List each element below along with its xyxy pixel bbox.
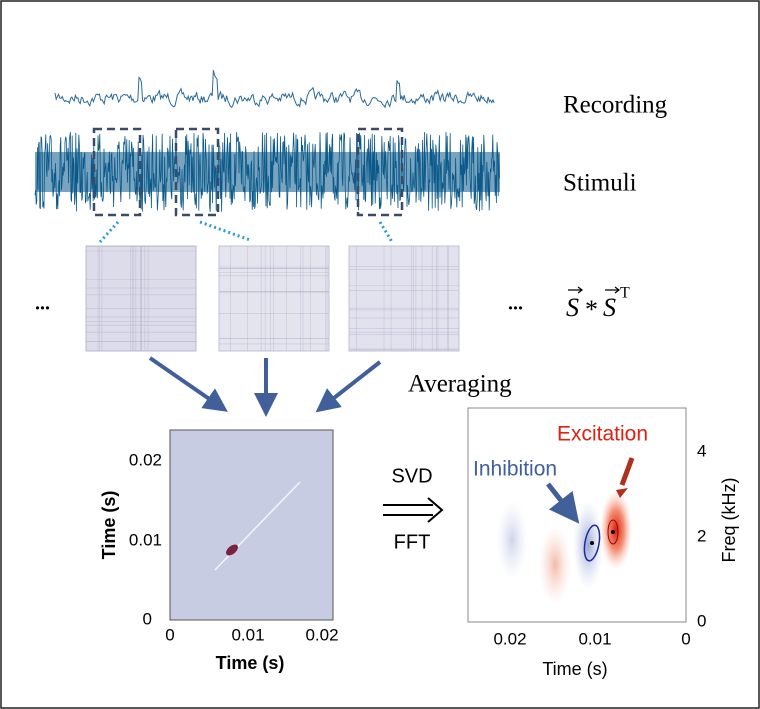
contour (583, 524, 601, 562)
label: Recording (563, 92, 668, 119)
y-axis-label: Time (s) (99, 491, 119, 560)
arrow (315, 360, 382, 413)
blob (496, 500, 528, 580)
y-tick-label: 0 (143, 609, 152, 628)
blob (600, 490, 632, 570)
arrows (148, 356, 382, 417)
formula-right: S (603, 293, 616, 322)
ellipsis: ... (508, 293, 523, 315)
double-arrow (383, 497, 444, 523)
formula: S * S T (566, 285, 630, 324)
formula-left: S (566, 293, 579, 322)
connector (199, 220, 251, 242)
y-tick-label: 0.02 (129, 450, 162, 469)
connector (378, 221, 394, 243)
x-tick-label: 0.01 (231, 625, 264, 644)
x-tick-label: 0 (681, 629, 690, 648)
blob (539, 525, 571, 605)
y-tick-label: 0 (697, 611, 706, 630)
x-tick-label: 0 (165, 625, 174, 644)
heatmap (169, 429, 334, 621)
x-tick-label: 0.02 (493, 629, 526, 648)
label: FFT (394, 531, 431, 553)
traces (34, 70, 500, 212)
formula-op: * (585, 295, 598, 324)
arrow (148, 356, 228, 412)
matrix (218, 245, 330, 352)
y-tick-label: 0.01 (129, 530, 162, 549)
blob (573, 500, 603, 590)
windows (92, 127, 404, 217)
arrow (619, 457, 635, 486)
label: Stimuli (563, 170, 637, 197)
matrices (85, 245, 460, 352)
label: SVD (391, 465, 432, 487)
ellipsis: ... (35, 293, 50, 315)
right-axes: 0.02 0.01 0 0 2 4 Time (s) Freq (kHz) (493, 441, 738, 678)
arrowhead (616, 488, 628, 498)
formula-sup: T (620, 285, 630, 302)
x-axis-label: Time (s) (542, 659, 607, 679)
y-tick-label: 4 (697, 441, 706, 460)
x-tick-label: 0.01 (578, 629, 611, 648)
label: Excitation (557, 423, 648, 446)
arrow (546, 482, 580, 524)
label: Inhibition (473, 458, 557, 481)
window (174, 127, 220, 217)
connectors (98, 220, 394, 244)
blob (226, 544, 238, 556)
label: Averaging (408, 371, 512, 398)
stimuli-core (35, 152, 500, 192)
x-axis-label: Time (s) (216, 653, 285, 673)
y-tick-label: 2 (697, 526, 706, 545)
x-tick-label: 0.02 (305, 625, 338, 644)
peak (590, 541, 594, 545)
y-axis-label: Freq (kHz) (719, 478, 739, 563)
matrix (348, 245, 460, 352)
vector-arrows (568, 286, 620, 294)
left-axes: 0 0.01 0.02 0 0.01 0.02 Time (s) Time (s… (99, 450, 339, 672)
recording-trace (54, 70, 495, 109)
contour (607, 519, 619, 545)
peak (611, 530, 615, 534)
window (92, 127, 142, 217)
